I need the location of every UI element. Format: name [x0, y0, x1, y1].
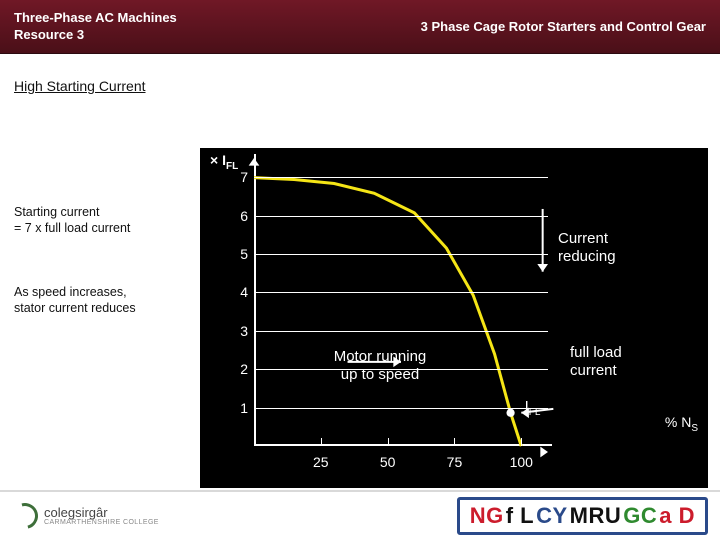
annot-full-load-current: full load current — [570, 344, 690, 380]
logo-part: f L — [506, 503, 534, 529]
gridline — [254, 177, 548, 178]
annot-line: current — [570, 362, 690, 380]
footer-left-text: colegsirgâr CARMARTHENSHIRE COLLEGE — [44, 506, 159, 526]
annot-line: reducing — [558, 248, 678, 266]
x-tick — [321, 438, 322, 446]
annot-line: up to speed — [310, 366, 450, 384]
y-tick-label: 5 — [240, 246, 248, 262]
header-title-line1: Three-Phase AC Machines — [14, 10, 177, 26]
x-tick-label: 25 — [313, 454, 329, 470]
footer-bar: colegsirgâr CARMARTHENSHIRE COLLEGE NG f… — [0, 490, 720, 540]
section-title: High Starting Current — [14, 78, 706, 94]
curve-line — [254, 178, 521, 447]
x-axis-title: % NS — [665, 414, 698, 434]
marker-label-sub: FL — [529, 407, 541, 418]
x-tick — [521, 438, 522, 446]
y-axis-title-text: × I — [210, 152, 226, 168]
logo-part: MRU — [570, 503, 622, 529]
annot-motor-running: Motor running up to speed — [310, 348, 450, 384]
college-name: colegsirgâr — [44, 506, 159, 519]
annot-line: full load — [570, 344, 690, 362]
x-tick — [388, 438, 389, 446]
footer-left-logo: colegsirgâr CARMARTHENSHIRE COLLEGE — [12, 503, 159, 529]
chart-panel: × IFL 1234567255075100 % NS Motor runnin… — [200, 148, 708, 488]
y-tick-label: 1 — [240, 400, 248, 416]
x-tick — [454, 438, 455, 446]
marker-dot — [506, 409, 514, 417]
x-tick-label: 100 — [510, 454, 533, 470]
college-swirl-icon — [7, 498, 43, 534]
y-axis-title: × IFL — [210, 152, 238, 172]
x-tick-label: 50 — [380, 454, 396, 470]
y-axis-title-sub: FL — [226, 161, 238, 172]
annot-line: Motor running — [310, 348, 450, 366]
header-subtitle: 3 Phase Cage Rotor Starters and Control … — [421, 19, 706, 34]
logo-part: CY — [536, 503, 568, 529]
logo-part: a D — [659, 503, 695, 529]
x-tick-label: 75 — [447, 454, 463, 470]
footer-right-logo: NG f L CY MRU GC a D — [457, 497, 708, 535]
annot-line: Current — [558, 230, 678, 248]
chart-plot-area: × IFL 1234567255075100 — [254, 158, 548, 446]
gridline — [254, 331, 548, 332]
note-line: As speed increases, — [14, 284, 189, 300]
x-axis-title-sub: S — [691, 423, 698, 434]
y-tick-label: 7 — [240, 169, 248, 185]
note-speed-increases: As speed increases, stator current reduc… — [14, 284, 189, 317]
header-title-line2: Resource 3 — [14, 27, 177, 43]
gridline — [254, 216, 548, 217]
marker-label: IFL — [525, 398, 541, 419]
x-axis-title-text: % N — [665, 414, 691, 430]
y-tick-label: 3 — [240, 323, 248, 339]
annot-current-reducing: Current reducing — [558, 230, 678, 266]
note-starting-current: Starting current = 7 x full load current — [14, 204, 189, 237]
college-subname: CARMARTHENSHIRE COLLEGE — [44, 519, 159, 526]
gridline — [254, 254, 548, 255]
header-title: Three-Phase AC Machines Resource 3 — [14, 10, 177, 43]
note-line: stator current reduces — [14, 300, 189, 316]
content-area: High Starting Current Starting current =… — [0, 54, 720, 490]
y-tick-label: 2 — [240, 361, 248, 377]
note-line: Starting current — [14, 204, 189, 220]
note-line: = 7 x full load current — [14, 220, 189, 236]
header-bar: Three-Phase AC Machines Resource 3 3 Pha… — [0, 0, 720, 54]
gridline — [254, 292, 548, 293]
logo-part: GC — [623, 503, 657, 529]
gridline — [254, 408, 548, 409]
y-tick-label: 4 — [240, 284, 248, 300]
logo-part: NG — [470, 503, 504, 529]
y-tick-label: 6 — [240, 208, 248, 224]
